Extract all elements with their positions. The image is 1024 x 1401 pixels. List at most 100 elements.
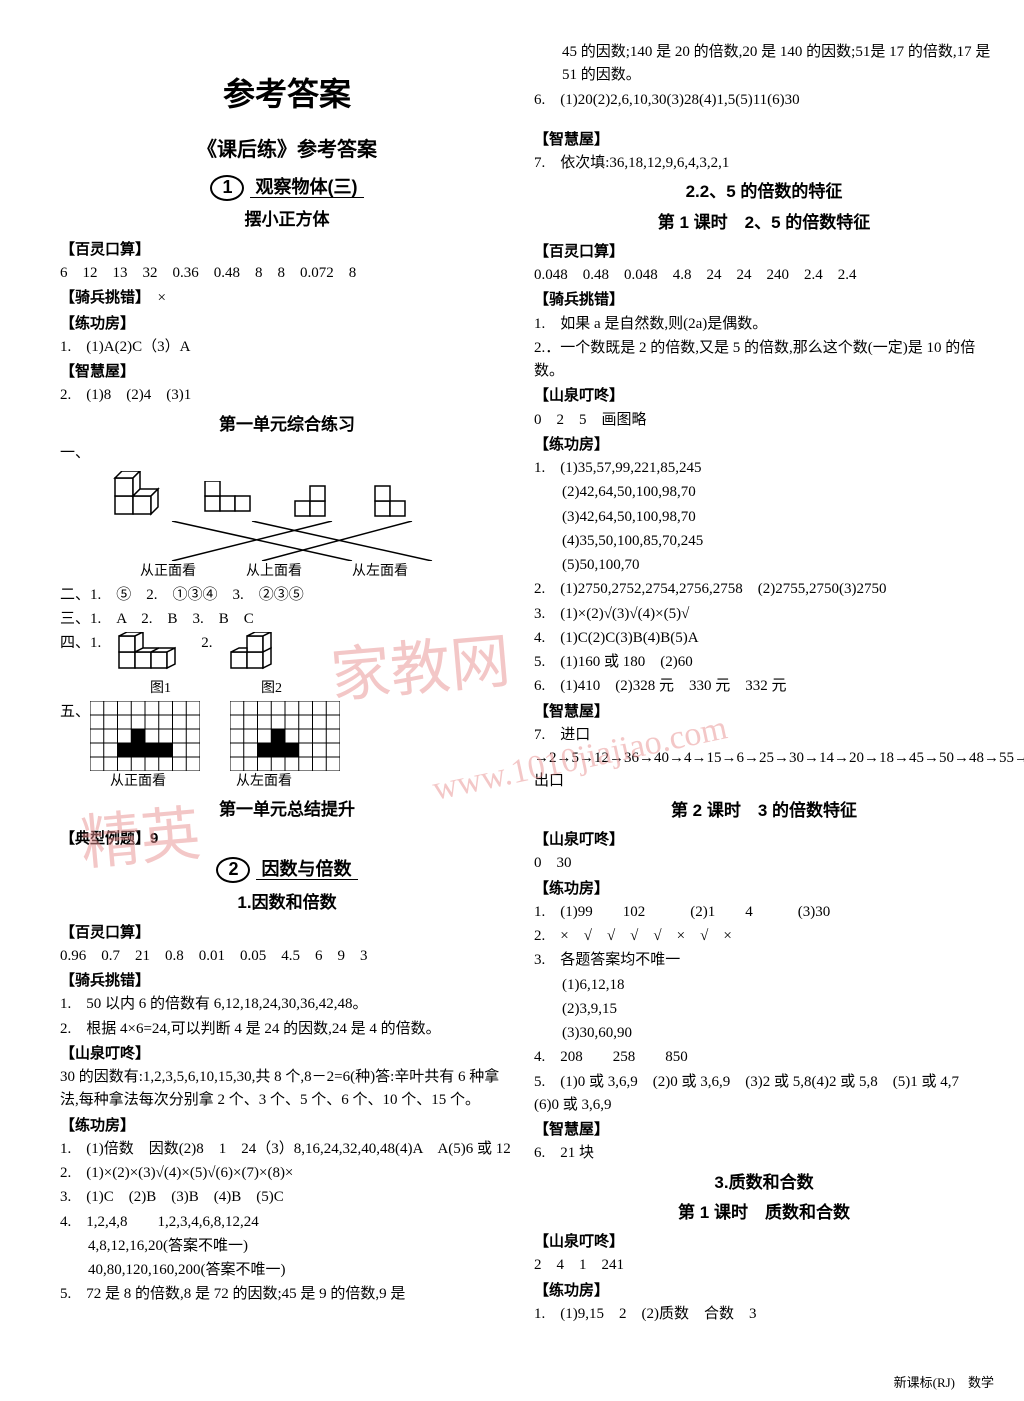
grid-front: [90, 701, 200, 771]
heading-shanquan-3: 【山泉叮咚】: [534, 828, 994, 851]
ans-b4: 五、: [60, 701, 90, 724]
ans-c1: 0.96 0.7 21 0.8 0.01 0.05 4.5 6 9 3: [60, 945, 514, 968]
ans-a3: 1. (1)A(2)C（3）A: [60, 336, 514, 359]
heading-zhihui-3: 【智慧屋】: [534, 700, 994, 723]
subtitle: 《课后练》参考答案: [60, 135, 514, 166]
cube-fig-2: [200, 481, 260, 521]
fig2-label: 图2: [261, 678, 282, 700]
ans-r1: 7. 依次填:36,18,12,9,6,4,3,2,1: [534, 152, 994, 175]
ans-b3: 四、1.: [60, 632, 101, 655]
ans-r7b: (2)42,64,50,100,98,70: [534, 481, 994, 504]
grid-left: [230, 701, 340, 771]
ans-r11: 5. (1)160 或 180 (2)60: [534, 651, 994, 674]
ans-r16f: (3)30,60,90: [534, 1022, 994, 1045]
ans-a2: ×: [158, 290, 166, 306]
chapter-1-row: 1 观察物体(三): [60, 174, 514, 202]
view-top: 从上面看: [246, 561, 302, 583]
ans-r7a: 1. (1)35,57,99,221,85,245: [534, 457, 994, 480]
ans-r16g: 4. 208 258 850: [534, 1046, 994, 1069]
ans-c4: 30 的因数有:1,2,3,5,6,10,15,30,共 8 个,8－2=6(种…: [60, 1066, 514, 1113]
fig-2-cube: [223, 632, 293, 677]
heading-liangong-5: 【练功房】: [534, 1279, 994, 1302]
ans-r7e: (5)50,100,70: [534, 554, 994, 577]
chapter-1-name: 观察物体(三): [250, 177, 364, 198]
heading-liangong-1: 【练功房】: [60, 312, 514, 335]
ans-r20: 1. (1)9,15 2 (2)质数 合数 3: [534, 1303, 994, 1326]
heading-shanquan-4: 【山泉叮咚】: [534, 1230, 994, 1253]
heading-zhihui-4: 【智慧屋】: [534, 1118, 994, 1141]
ans-r16d: (1)6,12,18: [534, 974, 994, 997]
ans-r7d: (4)35,50,100,85,70,245: [534, 530, 994, 553]
ans-r8: 2. (1)2750,2752,2754,2756,2758 (2)2755,2…: [534, 578, 994, 601]
heading-zhihui-1: 【智慧屋】: [60, 360, 514, 383]
q1-label: 一、: [60, 442, 514, 465]
cube-fig-4: [370, 481, 420, 521]
ans-r0a: 45 的因数;140 是 20 的倍数,20 是 140 的因数;51是 17 …: [534, 41, 994, 88]
ans-r16e: (2)3,9,15: [534, 998, 994, 1021]
ans-r16c: 3. 各题答案均不唯一: [534, 949, 994, 972]
chapter-1-sub: 摆小正方体: [60, 207, 514, 233]
ans-c9: 5. 72 是 8 的倍数,8 是 72 的因数;45 是 9 的倍数,9 是: [60, 1283, 514, 1306]
fig1-label: 图1: [150, 678, 171, 700]
chapter-2-row: 2 因数与倍数: [60, 856, 514, 884]
ans-c8b: 4,8,12,16,20(答案不唯一): [60, 1235, 514, 1258]
grid-left-label: 从左面看: [236, 771, 292, 793]
cubes-figures: [110, 471, 514, 521]
view-front: 从正面看: [140, 561, 196, 583]
ans-r12: 6. (1)410 (2)328 元 330 元 332 元: [534, 675, 994, 698]
ans-r13: 7. 进口→2→5→12→36→40→4→15→6→25→30→14→20→18…: [534, 724, 994, 794]
ans-r9: 3. (1)×(2)√(3)√(4)×(5)√: [534, 603, 994, 626]
heading-liangong-4: 【练功房】: [534, 877, 994, 900]
ans-c6: 2. (1)×(2)×(3)√(4)×(5)√(6)×(7)×(8)×: [60, 1162, 514, 1185]
ans-b1: 二、1. ⑤ 2. ①③④ 3. ②③⑤: [60, 584, 514, 607]
ans-a1: 6 12 13 32 0.36 0.48 8 8 0.072 8: [60, 262, 514, 285]
sec-r14-title: 第 2 课时 3 的倍数特征: [534, 798, 994, 824]
cube-fig-1: [110, 471, 170, 521]
heading-qibing-2: 【骑兵挑错】: [60, 969, 514, 992]
ans-c5: 1. (1)倍数 因数(2)8 1 24（3）8,16,24,32,40,48(…: [60, 1138, 514, 1161]
ans-r7c: (3)42,64,50,100,98,70: [534, 506, 994, 529]
heading-liangong-3: 【练功房】: [534, 433, 994, 456]
unit-practice-title: 第一单元综合练习: [60, 412, 514, 438]
ans-c7: 3. (1)C (2)B (3)B (4)B (5)C: [60, 1186, 514, 1209]
ans-b2: 三、1. A 2. B 3. B C: [60, 608, 514, 631]
ans-r10: 4. (1)C(2)C(3)B(4)B(5)A: [534, 627, 994, 650]
page-footer: 新课标(RJ) 数学: [894, 1372, 994, 1391]
view-left: 从左面看: [352, 561, 408, 583]
sec-r18-title: 3.质数和合数: [534, 1170, 994, 1196]
heading-bailing-3: 【百灵口算】: [534, 240, 994, 263]
ans-r3: 0.048 0.48 0.048 4.8 24 24 240 2.4 2.4: [534, 264, 994, 287]
heading-shanquan-2: 【山泉叮咚】: [534, 384, 994, 407]
ans-c8c: 40,80,120,160,200(答案不唯一): [60, 1259, 514, 1282]
heading-bailing-1: 【百灵口算】: [60, 238, 514, 261]
ans-c2: 1. 50 以内 6 的倍数有 6,12,18,24,30,36,42,48。: [60, 993, 514, 1016]
unit-summary-title: 第一单元总结提升: [60, 797, 514, 823]
ans-r15: 0 30: [534, 852, 994, 875]
ans-r16a: 1. (1)99 102 (2)1 4 (3)30: [534, 901, 994, 924]
ans-r16b: 2. × √ √ √ √ × √ ×: [534, 925, 994, 948]
heading-zhihui-2: 【智慧屋】: [534, 128, 994, 151]
heading-bailing-2: 【百灵口算】: [60, 921, 514, 944]
ans-r6: 0 2 5 画图略: [534, 409, 994, 432]
ans-c8: 4. 1,2,4,8 1,2,3,4,6,8,12,24: [60, 1211, 514, 1234]
ans-r0b: 6. (1)20(2)2,6,10,30(3)28(4)1,5(5)11(6)3…: [534, 89, 994, 112]
chapter-2-name: 因数与倍数: [256, 859, 358, 880]
ans-a4: 2. (1)8 (2)4 (3)1: [60, 384, 514, 407]
main-title: 参考答案: [60, 70, 514, 120]
ans-c3: 2. 根据 4×6=24,可以判断 4 是 24 的因数,24 是 4 的倍数。: [60, 1018, 514, 1041]
view-labels: 从正面看 从上面看 从左面看: [140, 561, 514, 583]
heading-qibing-3: 【骑兵挑错】: [534, 288, 994, 311]
ans-r4: 1. 如果 a 是自然数,则(2a)是偶数。: [534, 313, 994, 336]
heading-qibing-1: 【骑兵挑错】: [60, 289, 143, 306]
ans-r5: 2.．一个数既是 2 的倍数,又是 5 的倍数,那么这个数(一定)是 10 的倍…: [534, 337, 994, 384]
sec-r2-title: 2.2、5 的倍数的特征: [534, 179, 994, 205]
fig-1-cube: [111, 632, 191, 677]
chapter-2-badge: 2: [216, 857, 250, 883]
chapter-1-badge: 1: [210, 175, 244, 201]
heading-dianxing: 【典型例题】9: [60, 827, 514, 850]
sec-r2-sub: 第 1 课时 2、5 的倍数特征: [534, 210, 994, 236]
cube-fig-3: [290, 481, 340, 521]
ans-b3b: 2.: [201, 632, 212, 655]
matching-lines: [140, 521, 464, 561]
ans-r17: 6. 21 块: [534, 1142, 994, 1165]
